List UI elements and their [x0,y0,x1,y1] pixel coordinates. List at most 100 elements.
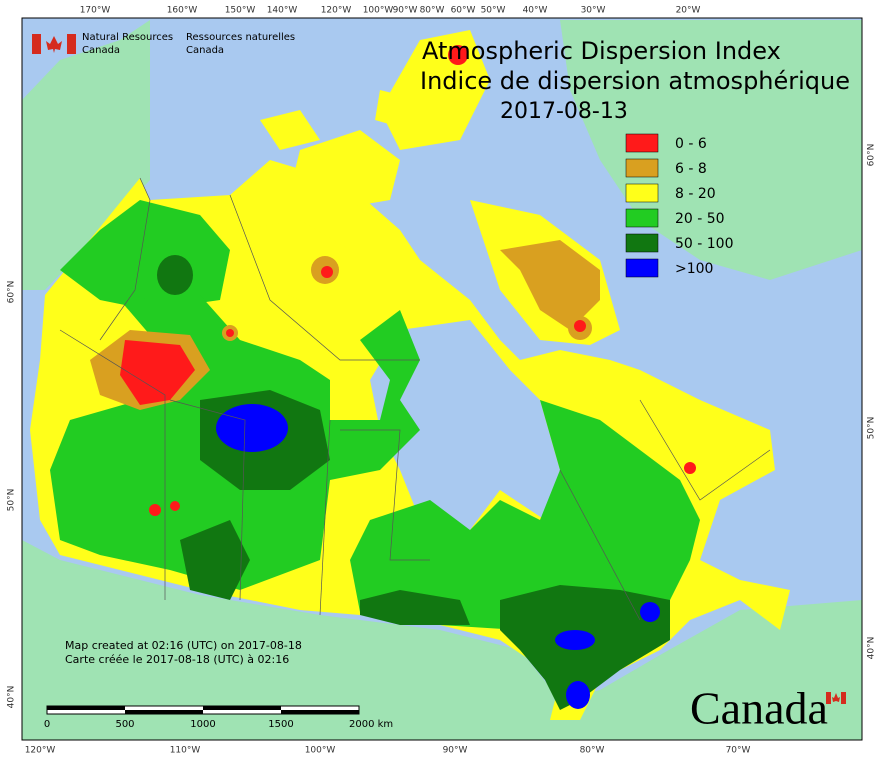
flag-bar [67,34,76,54]
scale-segment [125,710,203,714]
lon-label-top: 30°W [581,6,606,16]
map-date: 2017-08-13 [500,99,628,124]
zone-0-6 [120,340,195,405]
legend-swatch [625,233,659,253]
lon-label-top: 50°W [481,6,506,16]
lon-label-bottom: 120°W [25,746,56,756]
agency-en: Canada [82,45,120,56]
border-line [169,399,246,601]
lat-label-right: 40°N [867,637,877,660]
agency-en: Natural Resources [82,32,173,43]
scale-segment [203,706,281,710]
lat-label-left: 50°N [7,489,17,512]
flag-bar [826,692,831,704]
map-frame [21,17,863,741]
hudson-bay [370,320,560,530]
zone-0-6 [149,504,161,516]
zone-over-100 [566,681,590,709]
lon-label-top: 120°W [321,6,352,16]
legend-label: 8 - 20 [675,186,716,202]
arctic-island [290,130,400,210]
lon-label-bottom: 70°W [726,746,751,756]
legend-swatch [625,183,659,203]
border-line [229,194,420,361]
index-zones [50,45,740,710]
lat-label-left: 60°N [7,281,17,304]
zone-over-100 [555,630,595,650]
lon-label-top: 40°W [523,6,548,16]
zone-0-6 [170,501,180,511]
lat-label-right: 60°N [867,144,877,167]
legend-label: >100 [675,261,713,277]
lon-label-bottom: 80°W [580,746,605,756]
lon-label-bottom: 100°W [305,746,336,756]
scale-label: 2000 km [349,719,393,730]
flag-bar [32,34,41,54]
maple-leaf [832,693,840,702]
legend-label: 50 - 100 [675,236,734,252]
agency-fr: Canada [186,45,224,56]
border-line [340,429,430,561]
legend-label: 0 - 6 [675,136,707,152]
scale-label: 1000 [190,719,215,730]
legend-swatch [625,258,659,278]
lat-label-left: 40°N [7,686,17,709]
scale-segment [47,706,125,710]
zone-0-6 [321,266,333,278]
legend-swatch [625,208,659,228]
lon-label-top: 20°W [676,6,701,16]
maple-leaf [46,36,62,53]
lon-label-bottom: 90°W [443,746,468,756]
lon-label-top: 150°W [225,6,256,16]
created-note: Map created at 02:16 (UTC) on 2017-08-18 [65,639,302,652]
title-en: Atmospheric Dispersion Index [422,37,781,65]
arctic-island [260,110,320,150]
legend: 0 - 6 6 - 8 8 - 20 20 - 50 50 - 100 >100 [625,133,734,278]
lat-label-right: 50°N [867,417,877,440]
province-borders [59,177,771,621]
zone-6-8 [500,240,600,330]
scale-segment [281,710,359,714]
legend-swatch [625,158,659,178]
zone-50-100 [360,590,470,625]
greenland-land [560,20,862,280]
lon-label-top: 170°W [80,6,111,16]
lon-label-top: 140°W [267,6,298,16]
us-land [22,540,862,740]
lon-label-top: 60°W [451,6,476,16]
legend-label: 6 - 8 [675,161,707,177]
lon-label-bottom: 110°W [170,746,201,756]
lon-label-top: 80°W [420,6,445,16]
lon-label-top: 100°W [363,6,394,16]
scale-label: 500 [115,719,134,730]
legend-label: 20 - 50 [675,211,725,227]
zone-0-6 [226,329,234,337]
scale-labels: 0 500 1000 1500 2000 km [44,719,393,730]
lon-label-top: 160°W [167,6,198,16]
zone-0-6 [448,45,468,65]
scale-bar [46,705,360,715]
zone-50-100 [157,255,193,295]
alaska-land [22,20,150,290]
zone-0-6 [684,462,696,474]
zone-over-100 [216,404,288,452]
lon-label-top: 90°W [393,6,418,16]
wordmark-flag [826,692,846,704]
zone-0-6 [574,320,586,332]
zone-over-100 [640,602,660,622]
border-line [59,329,166,600]
border-line [559,469,641,621]
scale-label: 1500 [268,719,293,730]
coordinate-labels: 170°W 160°W 150°W 140°W 120°W 100°W 90°W 80°W 60… [7,6,877,756]
agency-fr: Ressources naturelles [186,32,295,43]
border-line [639,399,771,501]
arctic-island [375,90,420,130]
scale-label: 0 [44,719,50,730]
zone-8-20 [590,380,740,470]
legend-swatch [625,133,659,153]
flag-bar [841,692,846,704]
created-note: Carte créée le 2017-08-18 (UTC) à 02:16 [65,653,289,666]
agency-block: Natural Resources Canada Ressources natu… [32,32,295,56]
canada-wordmark: Canada [690,683,828,734]
